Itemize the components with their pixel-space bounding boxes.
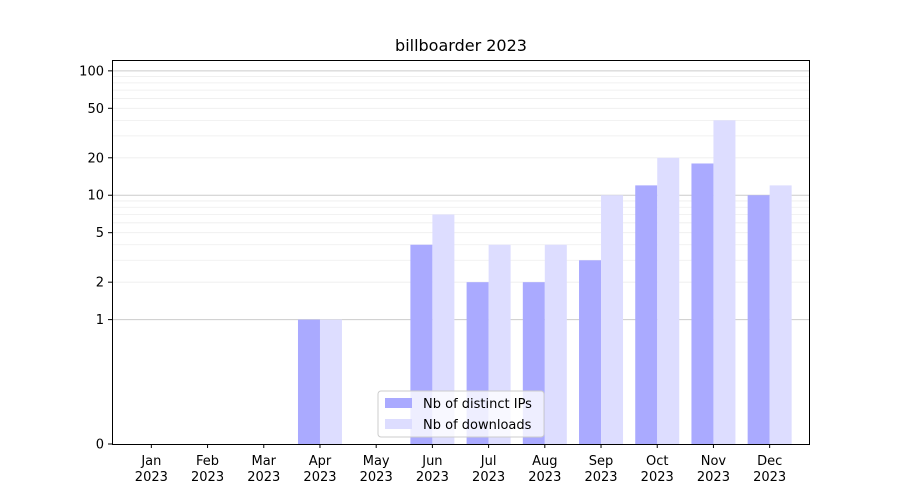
y-tick-label: 100 [79, 64, 104, 79]
chart-title: billboarder 2023 [395, 36, 527, 55]
x-tick-label: Jan 2023 [135, 454, 168, 485]
bar-downloads [769, 185, 792, 444]
x-tick-label: Oct 2023 [641, 454, 674, 485]
legend-swatch [385, 419, 412, 429]
x-tick-label: Aug 2023 [528, 454, 561, 485]
bar-distinct-ips [297, 319, 320, 444]
bar-downloads [601, 195, 624, 444]
legend-box [377, 390, 545, 438]
bars-layer [297, 120, 792, 444]
grid-layer [112, 70, 809, 321]
plot-frame [112, 60, 810, 445]
legend-label: Nb of downloads [423, 418, 532, 433]
x-tick-label: Feb 2023 [191, 454, 224, 485]
bar-distinct-ips [747, 195, 770, 444]
bar-downloads [544, 244, 567, 444]
bar-distinct-ips [691, 163, 714, 444]
y-tick-label: 5 [96, 226, 104, 241]
x-tick-label: Jun 2023 [416, 454, 449, 485]
y-axis: 0 1 2 5 10 20 50 100 [79, 64, 112, 453]
bar-downloads [657, 157, 680, 444]
y-tick-label: 2 [96, 276, 104, 291]
y-tick-label: 20 [87, 151, 104, 166]
y-tick-label: 50 [87, 102, 104, 117]
x-tick-label: Sep 2023 [584, 454, 617, 485]
x-tick-label: Mar 2023 [247, 454, 280, 485]
x-tick-label: Jul 2023 [472, 454, 505, 485]
legend-swatch [385, 398, 412, 408]
x-axis: Jan 2023 Feb 2023 Mar 2023 Apr 2023 May 2023 Jun 20… [135, 444, 786, 485]
legend: Nb of distinct IPs Nb of downloads [377, 390, 545, 438]
legend-label: Nb of distinct IPs [423, 397, 532, 412]
bar-downloads [319, 319, 342, 444]
bar-downloads [432, 214, 455, 444]
x-tick-label: Apr 2023 [303, 454, 336, 485]
bar-distinct-ips [579, 260, 602, 444]
bar-distinct-ips [635, 185, 658, 444]
bar-downloads [713, 120, 736, 444]
y-tick-label: 0 [96, 438, 104, 453]
x-tick-label: May 2023 [360, 454, 393, 485]
x-tick-label: Nov 2023 [697, 454, 730, 485]
y-tick-label: 1 [96, 313, 104, 328]
y-tick-label: 10 [87, 189, 104, 204]
x-tick-label: Dec 2023 [753, 454, 786, 485]
